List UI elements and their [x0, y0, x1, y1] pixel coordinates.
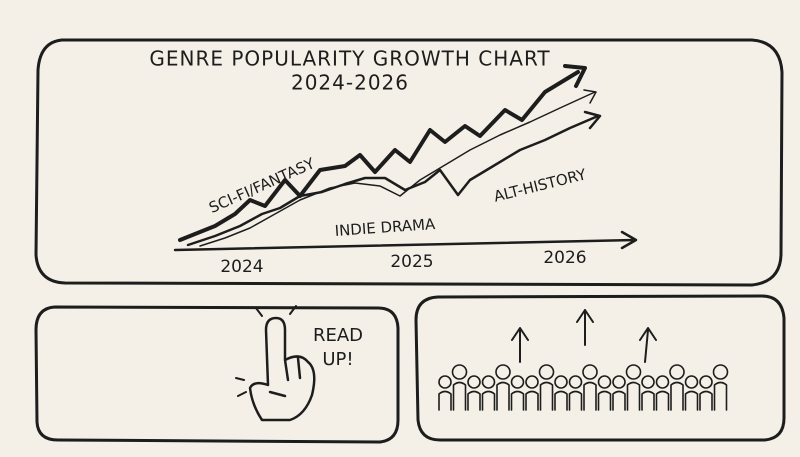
- motion-marks: [235, 305, 297, 397]
- arrowhead: [583, 89, 597, 104]
- person: [626, 381, 641, 411]
- person: [510, 375, 525, 389]
- chart-subtitle: 2024-2026: [291, 71, 409, 95]
- person: [554, 375, 568, 389]
- person: [525, 390, 539, 411]
- panel-frame: [34, 305, 400, 444]
- person: [612, 375, 626, 389]
- person: [438, 375, 452, 389]
- person: [510, 390, 525, 411]
- person: [568, 375, 583, 389]
- person: [583, 381, 597, 411]
- person: [655, 390, 670, 411]
- indie-drama-line: [199, 91, 596, 247]
- person: [684, 375, 699, 389]
- callout-text: UP!: [322, 349, 353, 370]
- person: [539, 381, 554, 411]
- person: [438, 390, 452, 411]
- crowd: [438, 364, 729, 411]
- person: [670, 381, 684, 411]
- person: [713, 381, 728, 411]
- person: [496, 381, 510, 411]
- person: [655, 375, 670, 389]
- person: [669, 364, 685, 380]
- person: [481, 390, 496, 411]
- person: [451, 364, 468, 380]
- callout-text: READ: [313, 325, 363, 346]
- arrowhead: [563, 64, 587, 88]
- up-arrows: [511, 309, 657, 363]
- person: [538, 364, 555, 380]
- person: [641, 375, 655, 389]
- person: [597, 375, 612, 389]
- arrowhead: [583, 110, 602, 130]
- alt-history-line: [186, 114, 600, 247]
- person: [684, 390, 699, 411]
- person: [467, 390, 481, 411]
- person: [625, 364, 642, 380]
- person: [568, 390, 583, 411]
- x-label: 2025: [390, 252, 433, 272]
- person: [452, 381, 467, 411]
- person: [582, 364, 598, 380]
- pointing-hand: [248, 316, 316, 422]
- chart-title: GENRE POPULARITY GROWTH CHART: [149, 47, 550, 71]
- person: [712, 364, 729, 380]
- x-axis: [173, 230, 638, 252]
- person: [597, 390, 612, 411]
- person: [525, 375, 539, 389]
- person: [699, 375, 713, 389]
- x-label: 2024: [220, 257, 263, 277]
- person: [495, 364, 511, 380]
- sci-fi-line: [178, 70, 580, 242]
- person: [612, 390, 626, 411]
- person: [467, 375, 481, 389]
- panel-frame: [34, 38, 784, 287]
- person: [699, 390, 713, 411]
- person: [641, 390, 655, 411]
- x-label: 2026: [543, 248, 586, 268]
- panel-frame: [414, 294, 786, 442]
- person: [481, 375, 496, 389]
- person: [554, 390, 568, 411]
